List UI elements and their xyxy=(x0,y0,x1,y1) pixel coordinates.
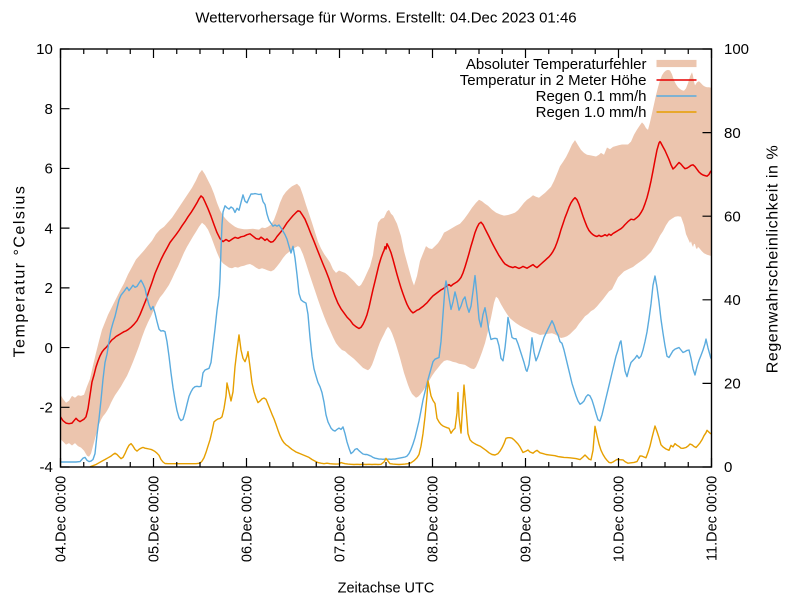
svg-text:Zeitachse UTC: Zeitachse UTC xyxy=(338,581,435,597)
svg-text:Regenwahrscheinlichkeit in %: Regenwahrscheinlichkeit in % xyxy=(765,145,782,374)
svg-text:60: 60 xyxy=(724,208,741,225)
svg-text:10: 10 xyxy=(36,41,53,58)
svg-text:Wettervorhersage für Worms. Er: Wettervorhersage für Worms. Erstellt: 04… xyxy=(195,9,576,26)
svg-text:0: 0 xyxy=(724,459,732,476)
svg-text:4: 4 xyxy=(44,220,52,237)
svg-text:08.Dec 00:00: 08.Dec 00:00 xyxy=(426,476,442,562)
svg-text:40: 40 xyxy=(724,292,741,309)
svg-text:20: 20 xyxy=(724,376,741,393)
svg-text:-2: -2 xyxy=(39,400,52,417)
svg-text:80: 80 xyxy=(724,125,741,142)
svg-text:Regen 1.0 mm/h: Regen 1.0 mm/h xyxy=(536,104,647,121)
svg-text:2: 2 xyxy=(44,280,52,297)
svg-text:6: 6 xyxy=(44,161,52,178)
svg-text:8: 8 xyxy=(44,101,52,118)
svg-text:Temperatur in 2 Meter Höhe: Temperatur in 2 Meter Höhe xyxy=(460,72,647,89)
svg-text:09.Dec 00:00: 09.Dec 00:00 xyxy=(519,476,535,562)
svg-text:100: 100 xyxy=(724,41,749,58)
svg-text:0: 0 xyxy=(44,340,52,357)
svg-text:Regen 0.1 mm/h: Regen 0.1 mm/h xyxy=(536,88,647,105)
svg-text:Temperatur °Celsius: Temperatur °Celsius xyxy=(12,185,29,358)
svg-text:06.Dec 00:00: 06.Dec 00:00 xyxy=(240,476,256,562)
svg-text:10.Dec 00:00: 10.Dec 00:00 xyxy=(612,476,628,562)
svg-text:07.Dec 00:00: 07.Dec 00:00 xyxy=(333,476,349,562)
svg-text:04.Dec 00:00: 04.Dec 00:00 xyxy=(54,476,70,562)
svg-text:11.Dec 00:00: 11.Dec 00:00 xyxy=(705,476,721,561)
svg-text:05.Dec 00:00: 05.Dec 00:00 xyxy=(147,476,163,562)
svg-text:Absoluter Temperaturfehler: Absoluter Temperaturfehler xyxy=(466,56,647,73)
svg-text:-4: -4 xyxy=(39,459,52,476)
